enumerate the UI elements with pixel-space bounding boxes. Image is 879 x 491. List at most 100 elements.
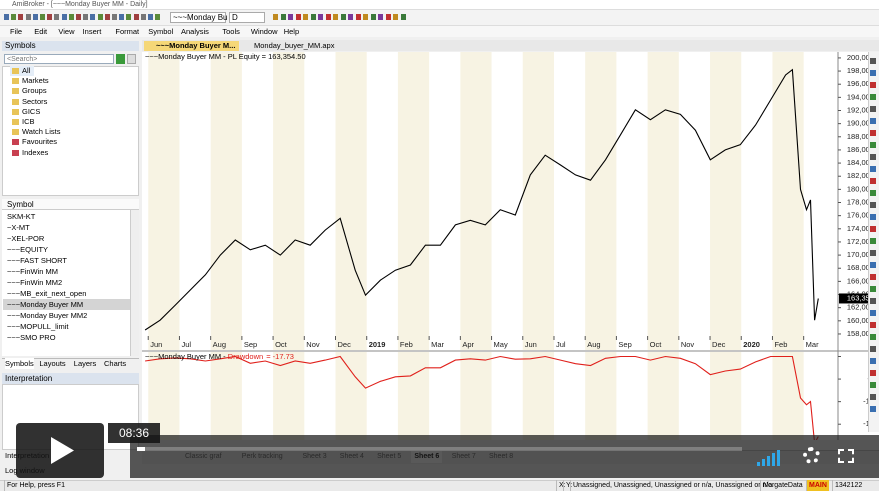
- side-tool[interactable]: [870, 178, 876, 184]
- side-tool[interactable]: [870, 298, 876, 304]
- toolbar-icon[interactable]: [68, 14, 74, 20]
- side-tool[interactable]: [870, 310, 876, 316]
- side-tool[interactable]: [870, 130, 876, 136]
- toolbar-icon[interactable]: [140, 14, 146, 20]
- side-tool[interactable]: [870, 334, 876, 340]
- symbol-row[interactable]: ~XEL-POR: [7, 234, 45, 243]
- panel-tab[interactable]: Layers: [73, 359, 97, 368]
- chart-tab[interactable]: ~~~Monday Buyer M...: [144, 41, 239, 51]
- toolbar-icon[interactable]: [303, 14, 308, 20]
- toolbar-icon[interactable]: [40, 14, 45, 20]
- toolbar-icon[interactable]: [47, 14, 53, 20]
- symbol-row[interactable]: SKM-KT: [7, 212, 36, 221]
- side-tool[interactable]: [870, 358, 876, 364]
- menu-item[interactable]: File: [10, 27, 23, 36]
- interval-combo[interactable]: D: [229, 12, 265, 23]
- side-tool[interactable]: [870, 394, 876, 400]
- menu-item[interactable]: Analysis: [181, 27, 209, 36]
- toolbar-icon[interactable]: [83, 14, 89, 20]
- toolbar-icon[interactable]: [370, 14, 376, 20]
- fullscreen-button[interactable]: [838, 449, 854, 463]
- volume-bar[interactable]: [767, 456, 770, 466]
- toolbar-icon[interactable]: [126, 14, 132, 20]
- toolbar-icon[interactable]: [363, 14, 368, 20]
- settings-button[interactable]: [803, 447, 820, 464]
- symbol-row[interactable]: ~~~SMO PRO: [7, 333, 56, 342]
- side-tool[interactable]: [870, 250, 876, 256]
- side-tool[interactable]: [870, 94, 876, 100]
- toolbar-icon[interactable]: [97, 14, 103, 20]
- side-tool[interactable]: [870, 322, 876, 328]
- side-tool[interactable]: [870, 214, 876, 220]
- side-tool[interactable]: [870, 154, 876, 160]
- side-tool[interactable]: [870, 70, 876, 76]
- side-tool[interactable]: [870, 274, 876, 280]
- side-tool[interactable]: [870, 58, 876, 64]
- side-tool[interactable]: [870, 202, 876, 208]
- tree-item[interactable]: GICS: [22, 106, 41, 116]
- toolbar-icon[interactable]: [288, 14, 293, 20]
- tree-item[interactable]: Sectors: [22, 96, 48, 106]
- tree-item[interactable]: Groups: [22, 86, 47, 96]
- tree-item[interactable]: Favourites: [22, 137, 58, 147]
- panel-tab[interactable]: Charts: [104, 359, 127, 368]
- side-tool[interactable]: [870, 286, 876, 292]
- toolbar-icon[interactable]: [273, 14, 278, 20]
- toolbar-icon[interactable]: [61, 14, 67, 20]
- toolbar-icon[interactable]: [400, 14, 406, 20]
- symbol-row[interactable]: ~~~FinWin MM2: [7, 278, 63, 287]
- toolbar-icon[interactable]: [295, 14, 301, 20]
- symbol-row[interactable]: ~~~MOPULL_limit: [7, 322, 69, 331]
- side-tool[interactable]: [870, 406, 876, 412]
- side-tool[interactable]: [870, 166, 876, 172]
- side-tool[interactable]: [870, 118, 876, 124]
- side-tool[interactable]: [870, 142, 876, 148]
- tree-item[interactable]: Markets: [22, 76, 49, 86]
- toolbar-icon[interactable]: [112, 14, 117, 20]
- side-tool[interactable]: [870, 226, 876, 232]
- tree-item[interactable]: Indexes: [22, 147, 49, 157]
- side-tool[interactable]: [870, 382, 876, 388]
- tree-item[interactable]: All: [22, 66, 31, 75]
- volume-bar[interactable]: [762, 459, 765, 466]
- side-tool[interactable]: [870, 262, 876, 268]
- toolbar-icon[interactable]: [76, 14, 81, 20]
- toolbar-icon[interactable]: [133, 14, 139, 20]
- menu-item[interactable]: Symbol: [148, 27, 174, 36]
- toolbar-icon[interactable]: [119, 14, 125, 20]
- toolbar-icon[interactable]: [155, 14, 161, 20]
- toolbar-icon[interactable]: [4, 14, 9, 20]
- panel-tab[interactable]: Layouts: [39, 359, 66, 368]
- toolbar-icon[interactable]: [333, 14, 338, 20]
- toolbar-icon[interactable]: [32, 14, 38, 20]
- toolbar-icon[interactable]: [11, 14, 17, 20]
- symbol-row[interactable]: ~~~MB_exit_next_open: [7, 289, 87, 298]
- menu-item[interactable]: Window: [250, 27, 278, 36]
- symbol-row[interactable]: ~X-MT: [7, 223, 30, 232]
- toolbar-icon[interactable]: [318, 14, 323, 20]
- side-tool[interactable]: [870, 190, 876, 196]
- toolbar-icon[interactable]: [104, 14, 110, 20]
- search-button[interactable]: [116, 54, 125, 64]
- side-tool[interactable]: [870, 370, 876, 376]
- toolbar-icon[interactable]: [25, 14, 31, 20]
- menu-item[interactable]: Insert: [82, 27, 102, 36]
- menu-item[interactable]: Format: [115, 27, 140, 36]
- toolbar-icon[interactable]: [340, 14, 346, 20]
- chart-tab[interactable]: Monday_buyer_MM.apx: [254, 41, 335, 50]
- tree-item[interactable]: ICB: [22, 117, 35, 126]
- toolbar-icon[interactable]: [90, 14, 96, 20]
- volume-bar[interactable]: [772, 453, 775, 466]
- play-button[interactable]: [16, 423, 104, 478]
- side-tool[interactable]: [870, 106, 876, 112]
- toolbar-icon[interactable]: [355, 14, 361, 20]
- symbol-row[interactable]: ~~~FAST SHORT: [7, 256, 67, 265]
- toolbar-icon[interactable]: [378, 14, 383, 20]
- volume-bar[interactable]: [777, 450, 780, 466]
- toolbar-icon[interactable]: [18, 14, 24, 20]
- symbol-row[interactable]: ~~~EQUITY: [7, 245, 49, 254]
- toolbar-icon[interactable]: [280, 14, 286, 20]
- search-box[interactable]: <Search>: [4, 54, 114, 64]
- toolbar-icon[interactable]: [148, 14, 153, 20]
- toolbar-icon[interactable]: [385, 14, 391, 20]
